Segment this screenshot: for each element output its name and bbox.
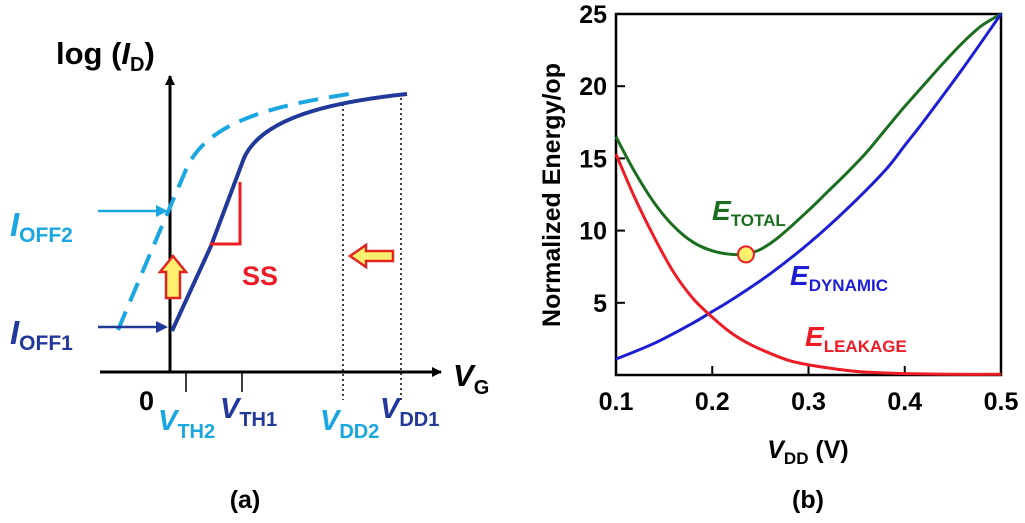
y-tick-label: 5 bbox=[593, 290, 607, 318]
ioff2-label: IOFF2 bbox=[10, 206, 73, 247]
series-total-line bbox=[614, 12, 1002, 257]
x-tick-label: 0.2 bbox=[695, 388, 730, 416]
x-ticks: 0.1 0.2 0.3 0.4 0.5 bbox=[599, 366, 1019, 416]
panel-a-x-axis-title: VG bbox=[453, 358, 489, 399]
vth2-label: VTH2 bbox=[158, 405, 215, 443]
high-vth-curve bbox=[170, 92, 408, 332]
series-dynamic-line bbox=[615, 13, 1003, 361]
series-leakage-line bbox=[614, 153, 1002, 376]
panel-a-label: (a) bbox=[230, 486, 261, 514]
series-lines bbox=[614, 12, 1003, 376]
ss-label: SS bbox=[242, 261, 278, 291]
panel-b: 5 10 15 20 25 0.1 0.2 0.3 0.4 0.5 Normalized Ene… bbox=[538, 1, 1018, 514]
x-tick-label: 0.4 bbox=[887, 388, 922, 416]
ss-slope-triangle bbox=[210, 182, 242, 246]
y-ticks: 5 10 15 20 25 bbox=[579, 1, 625, 318]
left-block-arrow bbox=[347, 242, 395, 270]
x-tick-label: 0.1 bbox=[599, 388, 634, 416]
panel-a-origin-label: 0 bbox=[139, 386, 154, 416]
legend-total: ETOTAL bbox=[712, 195, 786, 230]
up-block-arrow bbox=[157, 254, 189, 300]
ioff1-arrow-head bbox=[156, 321, 168, 333]
y-axis-title: Normalized Energy/op bbox=[538, 63, 566, 327]
x-axis-title: VDD (V) bbox=[767, 436, 849, 468]
y-tick-label: 10 bbox=[579, 218, 607, 246]
vdd2-label: VDD2 bbox=[320, 405, 379, 443]
panel-a: log (ID) VG 0 IOFF2 IOFF1 SS bbox=[10, 36, 489, 514]
y-tick-label: 15 bbox=[579, 145, 607, 173]
ioff1-label: IOFF1 bbox=[10, 314, 73, 355]
ioff2-arrow-head bbox=[156, 205, 168, 217]
legend-leakage: ELEAKAGE bbox=[805, 321, 907, 356]
panel-b-label: (b) bbox=[792, 486, 824, 514]
markers bbox=[736, 245, 755, 264]
panel-a-y-axis-title: log (ID) bbox=[56, 36, 155, 76]
legend-dynamic: EDYNAMIC bbox=[790, 260, 888, 295]
minimum-energy-marker bbox=[736, 245, 755, 264]
low-vth-curve bbox=[116, 91, 356, 331]
vth1-label: VTH1 bbox=[220, 393, 277, 431]
x-tick-label: 0.5 bbox=[984, 388, 1019, 416]
vdd1-label: VDD1 bbox=[380, 393, 439, 431]
x-tick-label: 0.3 bbox=[791, 388, 826, 416]
y-tick-label: 20 bbox=[579, 73, 607, 101]
y-tick-label: 25 bbox=[579, 1, 607, 29]
